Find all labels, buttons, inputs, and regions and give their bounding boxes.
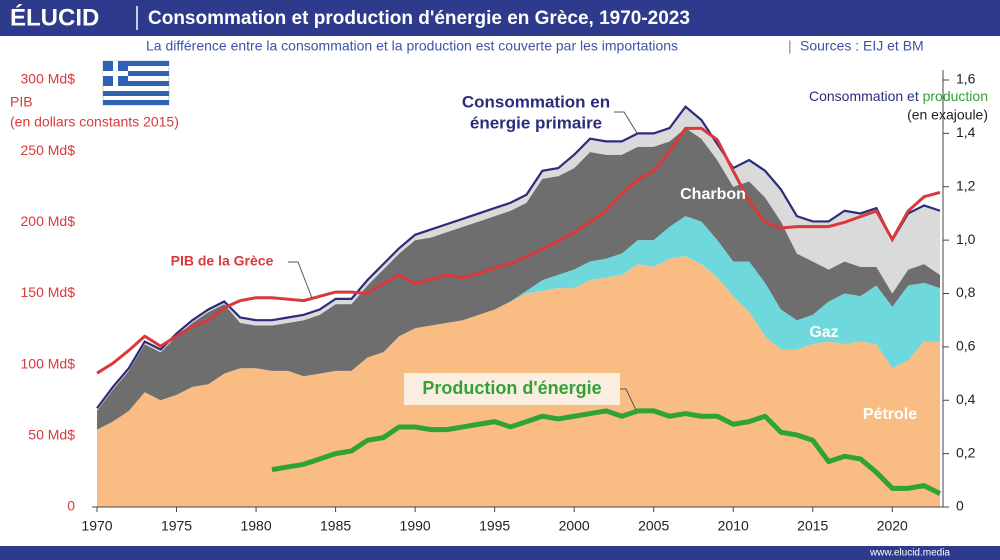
x-tick-label: 2000 xyxy=(559,518,590,534)
y2-tick-label: 1,0 xyxy=(956,231,976,247)
y2-tick-label: 1,4 xyxy=(956,124,976,140)
right-axis-label: Consommation et production xyxy=(809,88,988,104)
footer: www.elucid.media xyxy=(869,548,950,559)
line xyxy=(271,408,942,496)
y2-tick-label: 0,4 xyxy=(956,391,976,407)
subtitle: La différence entre la consommation et l… xyxy=(146,38,678,54)
y-tick-label: 0 xyxy=(67,498,75,514)
x-tick-label: 1975 xyxy=(161,518,192,534)
series-label: PIB de la Grèce xyxy=(171,253,274,269)
x-tick-label: 1970 xyxy=(81,518,112,534)
consumption-line xyxy=(96,105,941,409)
y-tick-label: 100 Md$ xyxy=(21,355,76,371)
leader-line xyxy=(288,261,313,299)
y-tick-label: 250 Md$ xyxy=(21,142,76,158)
title: Consommation et production d'énergie en … xyxy=(148,8,690,29)
y2-tick-label: 0,8 xyxy=(956,284,976,300)
y2-tick-label: 0 xyxy=(956,498,964,514)
y-tick-label: 150 Md$ xyxy=(21,284,76,300)
x-tick-label: 2015 xyxy=(797,518,828,534)
consumption-label: Consommation en xyxy=(462,92,610,111)
line xyxy=(96,126,941,375)
y2-tick-label: 0,6 xyxy=(956,338,976,354)
x-tick-label: 2010 xyxy=(718,518,749,534)
x-tick-label: 1990 xyxy=(400,518,431,534)
leader-line xyxy=(614,111,638,134)
series-label: Charbon xyxy=(680,186,746,203)
label-box xyxy=(404,373,620,405)
y-tick-label: 200 Md$ xyxy=(21,213,76,229)
y-tick-label: 300 Md$ xyxy=(21,71,76,87)
right-axis-label-part: Consommation et xyxy=(809,88,923,104)
x-tick-label: 2005 xyxy=(638,518,669,534)
x-tick-label: 2020 xyxy=(877,518,908,534)
x-tick-label: 1995 xyxy=(479,518,510,534)
x-tick-label: 1985 xyxy=(320,518,351,534)
series-label: Gaz xyxy=(809,324,838,341)
header-bar xyxy=(0,0,1000,36)
area xyxy=(97,216,940,430)
area xyxy=(97,128,940,430)
right-axis-label: (en exajoule) xyxy=(907,107,988,123)
series-label: Production d'énergie xyxy=(422,378,601,398)
consumption-label: énergie primaire xyxy=(470,113,602,132)
series-label: Pétrole xyxy=(863,406,917,423)
y2-tick-label: 0,2 xyxy=(956,444,976,460)
x-tick-label: 1980 xyxy=(240,518,271,534)
y2-tick-label: 1,2 xyxy=(956,177,976,193)
left-axis-label: PIB xyxy=(10,94,33,110)
left-axis-label: (en dollars constants 2015) xyxy=(10,114,179,130)
right-axis-label-part: production xyxy=(923,88,988,104)
leader-line xyxy=(620,388,637,411)
flag xyxy=(102,60,170,106)
sources: Sources : EIJ et BM xyxy=(800,38,924,54)
separator: | xyxy=(788,38,792,54)
footer-bar xyxy=(0,546,1000,560)
y2-tick-label: 1,6 xyxy=(956,71,976,87)
y-tick-label: 50 Md$ xyxy=(28,427,75,443)
logo: ÉLUCID xyxy=(10,3,99,31)
